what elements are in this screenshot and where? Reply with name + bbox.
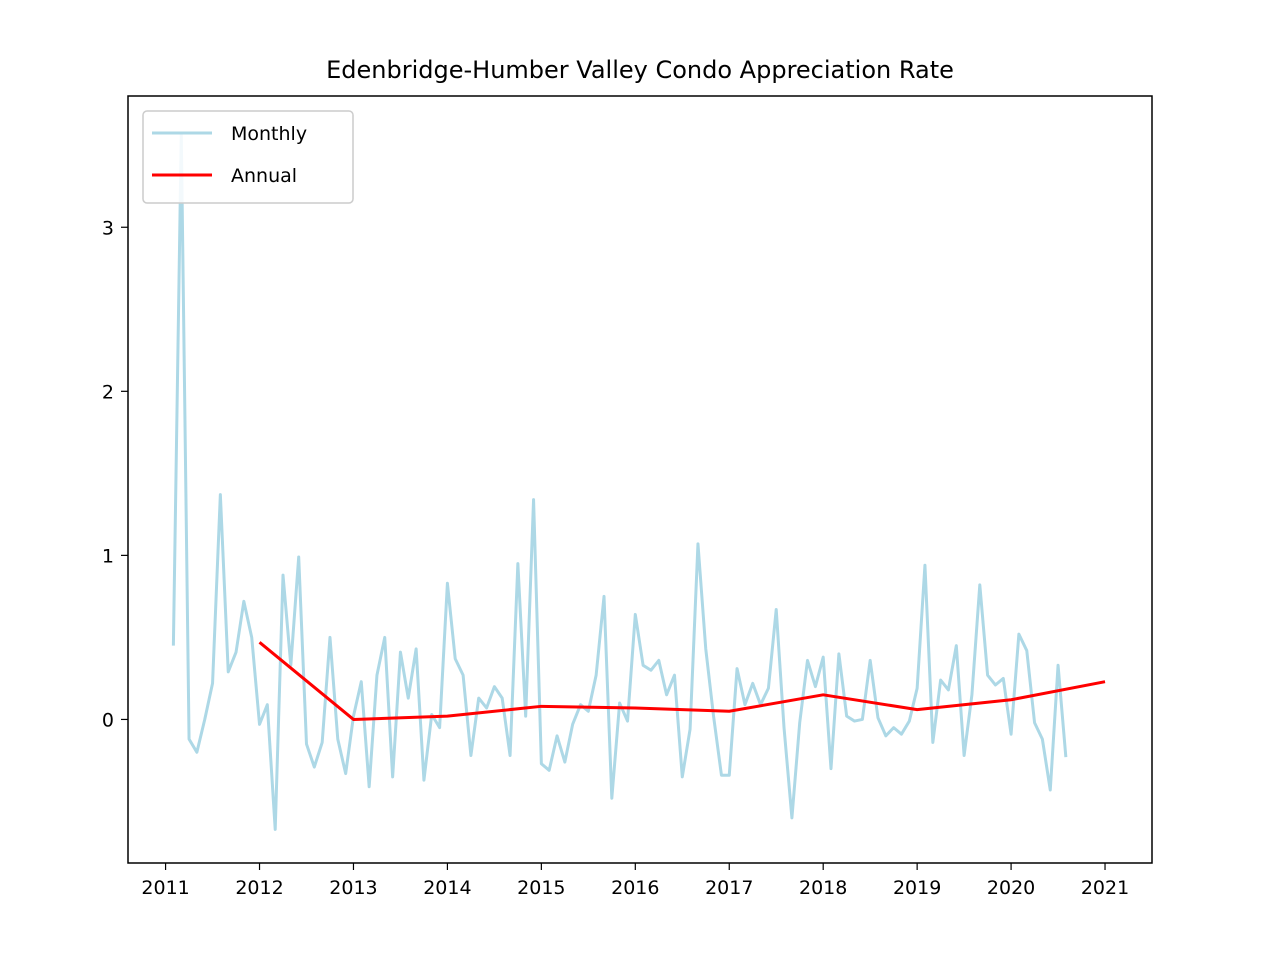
x-tick-label: 2013 xyxy=(329,877,377,899)
legend-label-monthly: Monthly xyxy=(231,123,307,145)
x-tick-label: 2019 xyxy=(893,877,941,899)
x-tick-label: 2017 xyxy=(705,877,753,899)
series-line-annual xyxy=(258,641,1106,721)
series-line-monthly xyxy=(171,132,1068,831)
x-axis: 2011 2012 2013 2014 2015 2016 2017 2018 2019 2020… xyxy=(141,863,1129,899)
y-tick-label: 3 xyxy=(102,217,114,239)
legend-label-annual: Annual xyxy=(231,165,297,187)
x-tick-label: 2014 xyxy=(423,877,471,899)
x-tick-label: 2018 xyxy=(799,877,847,899)
x-tick-label: 2016 xyxy=(611,877,659,899)
plot-frame xyxy=(127,95,1153,864)
y-tick-label: 1 xyxy=(102,545,114,567)
y-tick-label: 0 xyxy=(102,709,114,731)
chart-title: Edenbridge-Humber Valley Condo Appreciat… xyxy=(326,56,954,84)
y-axis: 0 1 2 3 xyxy=(102,217,128,731)
x-tick-label: 2011 xyxy=(141,877,189,899)
plot-area xyxy=(171,132,1106,831)
x-tick-label: 2020 xyxy=(987,877,1035,899)
x-tick-label: 2012 xyxy=(235,877,283,899)
y-tick-label: 2 xyxy=(102,381,114,403)
x-tick-label: 2015 xyxy=(517,877,565,899)
legend: Monthly Annual xyxy=(142,110,354,204)
x-tick-label: 2021 xyxy=(1081,877,1129,899)
